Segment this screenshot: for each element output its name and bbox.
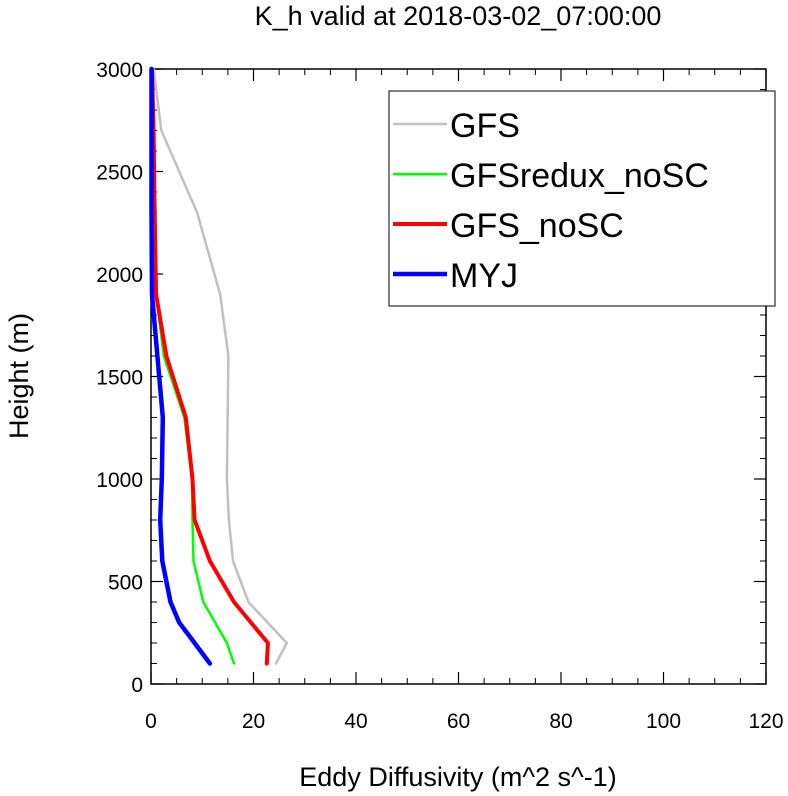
- y-tick-label: 1500: [96, 367, 143, 390]
- legend-label: MYJ: [450, 257, 518, 295]
- legend-label: GFS_noSC: [450, 207, 624, 245]
- x-tick-label: 20: [242, 710, 265, 733]
- legend-box: [388, 90, 776, 307]
- axis-ticks: 0 20 40 60 80 100 120 0 500 1000 1500 2000 2500 3000: [96, 59, 783, 733]
- series-line-myj: [149, 66, 213, 666]
- x-tick-label: 100: [646, 710, 681, 733]
- x-tick-label: 0: [145, 710, 157, 733]
- x-tick-label: 60: [447, 710, 470, 733]
- series-line-gfs-nosc: [150, 67, 270, 666]
- y-tick-label: 500: [108, 572, 143, 595]
- x-tick-label: 80: [549, 710, 572, 733]
- y-tick-label: 2500: [96, 162, 143, 185]
- x-tick-label: 120: [748, 710, 783, 733]
- chart-title: K_h valid at 2018-03-02_07:00:00: [255, 1, 662, 31]
- legend-label: GFS: [450, 107, 520, 145]
- y-tick-label: 3000: [96, 59, 143, 82]
- legend-label: GFSredux_noSC: [450, 157, 709, 195]
- y-tick-label: 0: [131, 674, 143, 697]
- y-axis-label: Height (m): [4, 313, 34, 439]
- x-axis-label: Eddy Diffusivity (m^2 s^-1): [299, 762, 616, 792]
- legend: GFS GFSredux_noSC GFS_noSC MYJ: [388, 90, 776, 307]
- x-tick-label: 40: [344, 710, 367, 733]
- series-line-gfs: [152, 67, 289, 665]
- y-tick-label: 1000: [96, 469, 143, 492]
- y-tick-label: 2000: [96, 264, 143, 287]
- series-lines: [149, 66, 289, 666]
